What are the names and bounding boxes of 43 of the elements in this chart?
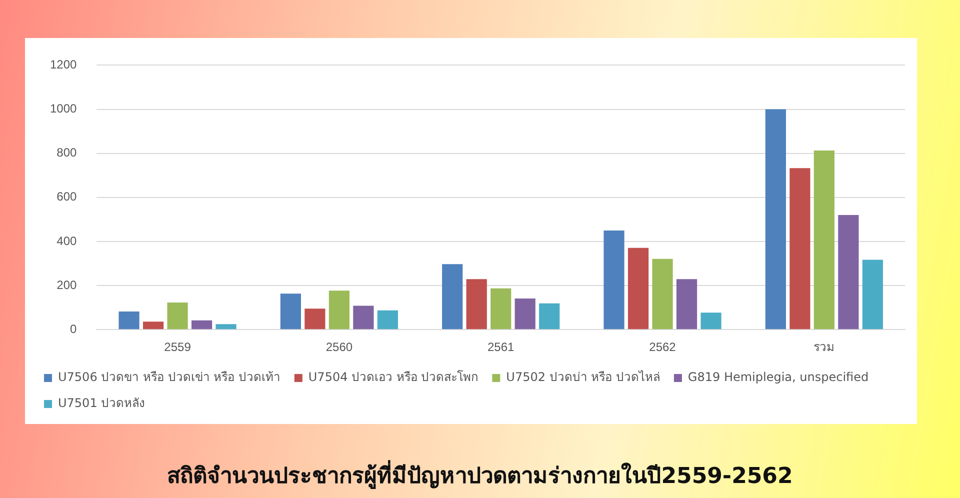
bar <box>191 320 212 330</box>
x-tick-label: 2562 <box>649 340 676 354</box>
y-tick-label: 400 <box>56 234 78 248</box>
legend-label: U7506 ปวดขา หรือ ปวดเข่า หรือ ปวดเท้า <box>58 370 280 384</box>
text: สถิติจำนวนประชากรผู้ที่มีปัญหาปวดตามร่างกายในปี2559-2562 <box>166 459 794 491</box>
x-tick-label: รวม <box>814 340 835 354</box>
bar <box>700 312 722 330</box>
y-tick-label: 1000 <box>50 102 78 116</box>
bar <box>539 303 560 330</box>
bar <box>490 288 512 330</box>
bar <box>216 324 236 330</box>
bar <box>280 294 301 330</box>
bar <box>353 306 374 330</box>
x-tick-label: 2559 <box>164 340 192 354</box>
bar <box>466 279 487 330</box>
x-tick-label: 2561 <box>487 340 515 354</box>
bar <box>765 109 786 330</box>
bar <box>514 298 536 330</box>
bar <box>142 322 164 330</box>
y-tick-label: 800 <box>56 146 78 160</box>
bar <box>604 230 624 330</box>
bar <box>628 248 649 330</box>
bar <box>167 302 188 330</box>
legend-label: U7504 ปวดเอว หรือ ปวดสะโพก <box>308 370 478 384</box>
bar <box>304 308 326 330</box>
bar <box>838 215 859 330</box>
x-tick-label: 2560 <box>326 340 353 354</box>
legend-label: G819 Hemiplegia, unspecified <box>688 370 869 384</box>
bar <box>814 150 834 330</box>
bar <box>862 260 883 330</box>
bar <box>652 258 673 330</box>
bar <box>328 290 350 330</box>
y-tick-label: 0 <box>70 322 78 336</box>
y-tick-label: 600 <box>56 190 78 204</box>
bar <box>377 310 398 330</box>
bar <box>442 264 463 330</box>
y-tick-label: 200 <box>56 278 78 292</box>
y-tick-label: 1200 <box>50 58 78 72</box>
legend-label: U7502 ปวดบ่า หรือ ปวดไหล่ <box>506 370 660 384</box>
bar <box>118 312 140 330</box>
bar <box>790 168 810 330</box>
bar <box>676 279 698 330</box>
legend-label: U7501 ปวดหลัง <box>58 396 146 410</box>
